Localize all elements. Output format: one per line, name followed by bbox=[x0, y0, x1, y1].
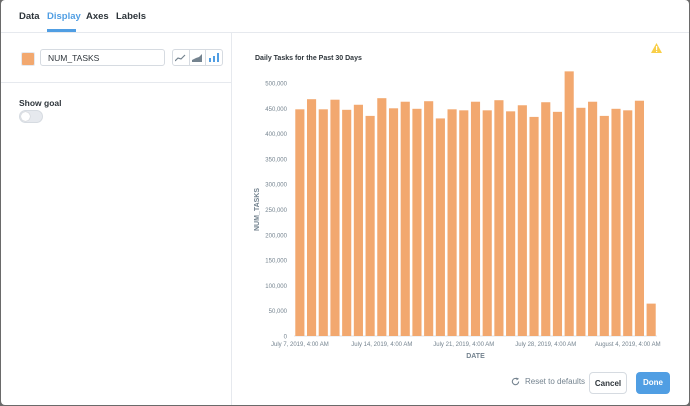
bar bbox=[365, 115, 375, 336]
bar-chart-icon bbox=[208, 53, 219, 62]
y-tick-label: 350,000 bbox=[265, 157, 287, 163]
x-tick-label: July 28, 2019, 4:00 AM bbox=[515, 342, 576, 348]
bar bbox=[306, 99, 317, 336]
tab-display[interactable]: Display bbox=[47, 11, 81, 22]
bar-chart-button[interactable] bbox=[206, 50, 222, 65]
bar bbox=[541, 102, 551, 336]
bar bbox=[517, 105, 527, 336]
y-tick-label: 450,000 bbox=[265, 107, 287, 113]
x-tick-label: July 21, 2019, 4:00 AM bbox=[433, 342, 494, 348]
bar bbox=[623, 110, 633, 336]
chart-type-toggle bbox=[172, 49, 223, 66]
bar bbox=[646, 303, 656, 336]
bar bbox=[529, 116, 539, 336]
toggle-knob bbox=[21, 112, 30, 121]
y-tick-label: 150,000 bbox=[265, 259, 287, 265]
done-button[interactable]: Done bbox=[636, 372, 670, 394]
bar bbox=[400, 101, 410, 336]
x-tick-label: July 7, 2019, 4:00 AM bbox=[271, 342, 329, 348]
refresh-icon bbox=[511, 377, 520, 386]
area-chart-button[interactable] bbox=[190, 50, 207, 65]
y-tick-label: 250,000 bbox=[265, 208, 287, 214]
x-axis-title: DATE bbox=[466, 353, 485, 360]
line-chart-button[interactable] bbox=[173, 50, 190, 65]
bar bbox=[295, 109, 305, 336]
bar bbox=[424, 101, 434, 336]
warning-icon[interactable] bbox=[651, 40, 662, 58]
x-tick-label: July 14, 2019, 4:00 AM bbox=[351, 342, 412, 348]
bar bbox=[634, 100, 645, 337]
bar bbox=[494, 100, 504, 336]
y-tick-label: 0 bbox=[284, 335, 288, 341]
y-tick-label: 400,000 bbox=[265, 132, 287, 138]
active-tab-indicator bbox=[47, 29, 76, 32]
y-tick-label: 300,000 bbox=[265, 183, 287, 189]
chart-title: Daily Tasks for the Past 30 Days bbox=[255, 55, 362, 62]
bar bbox=[470, 101, 481, 336]
bar bbox=[576, 107, 586, 336]
series-color-swatch[interactable] bbox=[21, 52, 35, 66]
reset-to-defaults-button[interactable]: Reset to defaults bbox=[511, 377, 585, 386]
bar bbox=[506, 111, 516, 336]
bar-chart: 0 50,000 100,000 150,000 200,000 250,000 300,0… bbox=[254, 71, 661, 360]
y-tick-label: 50,000 bbox=[269, 309, 288, 315]
settings-panel: NUM_TASKS bbox=[1, 32, 232, 405]
settings-tabs: Data Display Axes Labels bbox=[1, 0, 689, 33]
bar bbox=[330, 99, 340, 336]
bar bbox=[482, 110, 492, 336]
bar bbox=[611, 108, 621, 336]
reset-label: Reset to defaults bbox=[525, 377, 586, 386]
bar bbox=[353, 104, 363, 336]
y-axis-title: NUM_TASKS bbox=[254, 188, 261, 231]
bar bbox=[377, 98, 387, 337]
show-goal-label: Show goal bbox=[19, 98, 62, 108]
bar bbox=[435, 118, 445, 336]
bar bbox=[599, 115, 609, 336]
y-tick-label: 200,000 bbox=[265, 233, 287, 239]
show-goal-toggle[interactable] bbox=[19, 110, 43, 123]
bar bbox=[459, 110, 469, 336]
series-name-input[interactable]: NUM_TASKS bbox=[40, 49, 165, 66]
y-tick-label: 500,000 bbox=[265, 82, 287, 88]
bar bbox=[552, 111, 563, 336]
tab-axes[interactable]: Axes bbox=[86, 11, 109, 22]
bar bbox=[388, 108, 399, 336]
bar bbox=[564, 71, 574, 336]
series-settings-row: NUM_TASKS bbox=[1, 32, 231, 83]
line-chart-icon bbox=[175, 54, 186, 61]
bar bbox=[318, 109, 328, 336]
x-tick-label: August 4, 2019, 4:00 AM bbox=[595, 342, 661, 348]
y-tick-label: 100,000 bbox=[265, 284, 287, 290]
area-chart-icon bbox=[192, 53, 202, 62]
bar bbox=[447, 109, 457, 336]
bar bbox=[342, 109, 352, 337]
bar bbox=[588, 101, 598, 336]
tab-labels[interactable]: Labels bbox=[116, 11, 147, 22]
tab-data[interactable]: Data bbox=[19, 11, 40, 22]
bar bbox=[412, 108, 422, 336]
cancel-button[interactable]: Cancel bbox=[589, 372, 627, 394]
